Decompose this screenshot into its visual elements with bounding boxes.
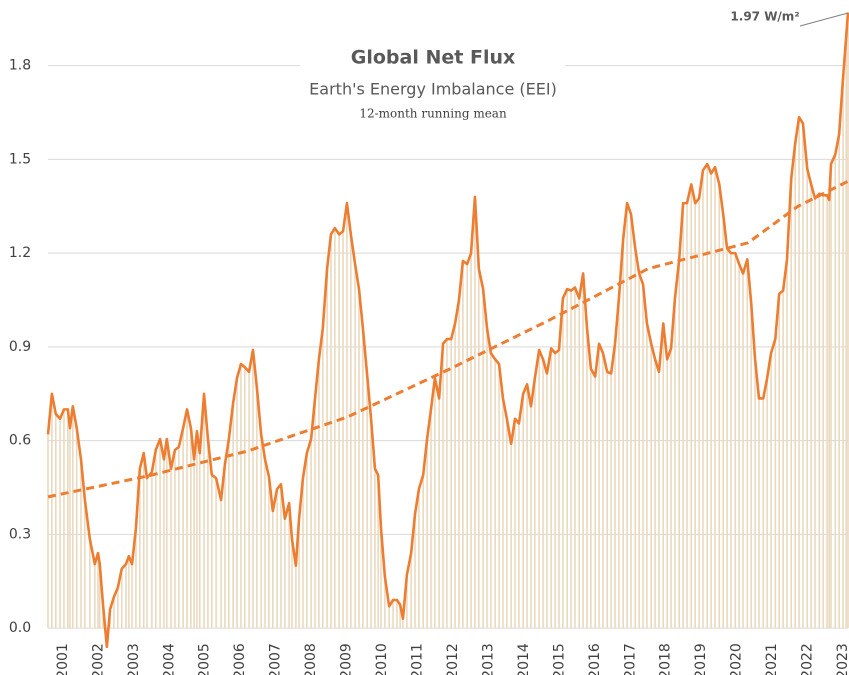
bars [47, 12, 849, 647]
x-tick-label: 2007 [268, 643, 284, 675]
chart-title: Global Net Flux [351, 47, 515, 69]
x-tick-label: 2009 [339, 643, 355, 675]
x-tick-label: 2001 [55, 643, 71, 675]
y-tick-label: 0.0 [9, 620, 31, 636]
y-tick-label: 1.5 [9, 151, 31, 167]
x-tick-label: 2005 [197, 643, 213, 675]
lines [46, 12, 849, 649]
y-tick-label: 0.3 [9, 526, 31, 542]
annotation-leader [799, 12, 849, 27]
x-tick-label: 2015 [551, 643, 567, 675]
x-tick-label: 2020 [729, 643, 745, 675]
annotation: 1.97 W/m² [730, 10, 799, 24]
x-tick-label: 2004 [161, 643, 177, 675]
y-tick-label: 1.2 [9, 245, 31, 261]
y-tick-label: 0.6 [9, 433, 31, 449]
x-tick-label: 2003 [126, 643, 142, 675]
x-tick-label: 2016 [587, 643, 603, 675]
chart-note: 12-month running mean [359, 107, 507, 121]
data-line [46, 12, 849, 649]
title-box [300, 30, 565, 135]
chart-subtitle: Earth's Energy Imbalance (EEI) [309, 80, 557, 99]
x-tick-label: 2021 [764, 643, 780, 675]
x-tick-label: 2006 [232, 643, 248, 675]
x-tick-label: 2019 [693, 643, 709, 675]
x-tick-label: 2008 [303, 643, 319, 675]
y-tick-label: 1.8 [9, 58, 31, 74]
x-tick-label: 2010 [374, 643, 390, 675]
x-tick-label: 2017 [622, 643, 638, 675]
y-tick-label: 0.9 [9, 339, 31, 355]
x-tick-label: 2002 [90, 643, 106, 675]
x-tick-label: 2014 [516, 643, 532, 675]
x-tick-label: 2012 [445, 643, 461, 675]
x-tick-label: 2011 [410, 643, 426, 675]
x-tick-label: 2018 [658, 643, 674, 675]
x-tick-label: 2022 [800, 643, 816, 675]
x-tick-label: 2013 [480, 643, 496, 675]
